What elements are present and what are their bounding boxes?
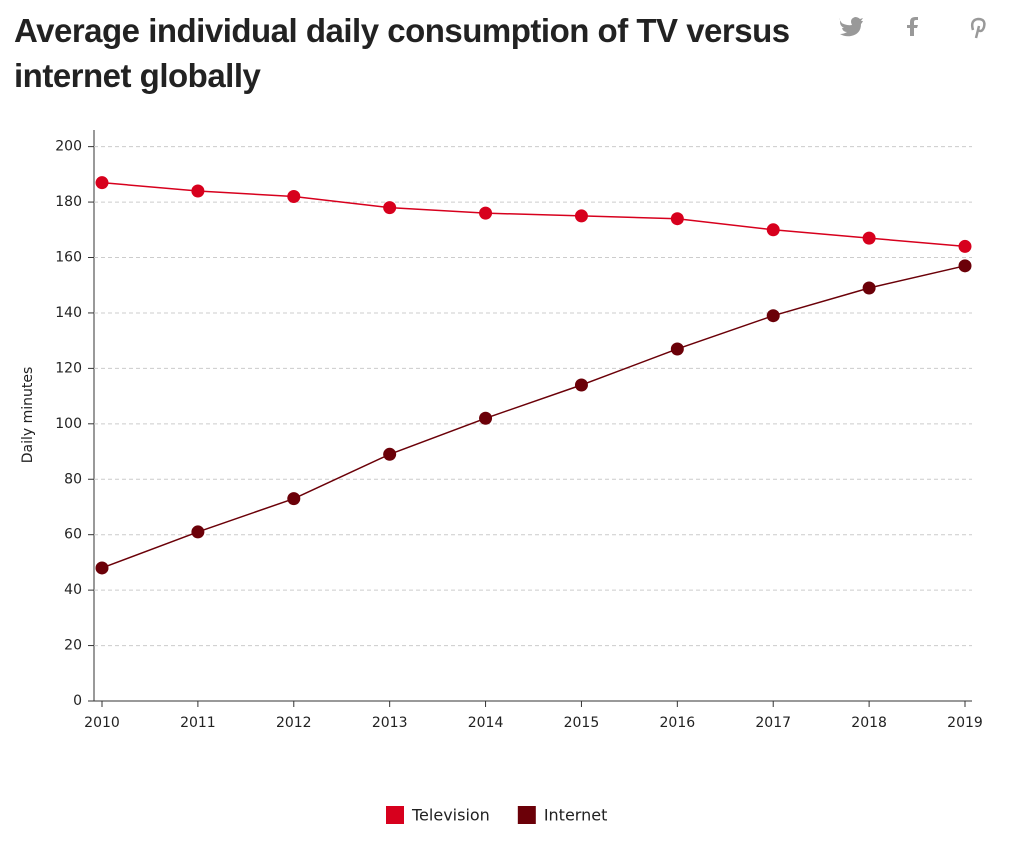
legend-label: Television: [411, 806, 490, 825]
data-point: [191, 184, 205, 198]
y-tick-label: 120: [55, 360, 82, 376]
x-tick-label: 2016: [660, 715, 696, 731]
share-pinterest[interactable]: [970, 17, 986, 39]
legend-label: Internet: [544, 806, 608, 825]
data-point: [287, 492, 301, 506]
data-point: [766, 309, 780, 323]
data-point: [766, 223, 780, 237]
data-point: [383, 447, 397, 461]
x-tick-label: 2011: [180, 715, 216, 731]
y-axis-label: Daily minutes: [20, 367, 36, 464]
x-tick-label: 2013: [372, 715, 408, 731]
data-point: [574, 378, 588, 392]
x-tick-label: 2010: [84, 715, 120, 731]
x-tick-label: 2018: [851, 715, 887, 731]
x-tick-label: 2012: [276, 715, 312, 731]
x-tick-label: 2014: [468, 715, 504, 731]
y-tick-label: 0: [73, 693, 82, 709]
data-point: [958, 259, 972, 273]
legend-swatch: [386, 806, 404, 824]
data-point: [479, 206, 493, 220]
y-tick-label: 100: [55, 416, 82, 432]
y-tick-label: 160: [55, 250, 82, 266]
share-facebook[interactable]: [907, 17, 918, 36]
x-tick-label: 2015: [564, 715, 600, 731]
y-tick-label: 60: [64, 527, 82, 543]
y-tick-label: 140: [55, 305, 82, 321]
y-tick-label: 20: [64, 638, 82, 654]
y-tick-label: 200: [55, 139, 82, 155]
series-line: [101, 265, 966, 569]
data-point: [670, 342, 684, 356]
x-tick-label: 2017: [755, 715, 791, 731]
data-point: [862, 231, 876, 245]
data-point: [95, 176, 109, 190]
x-tick-label: 2019: [947, 715, 983, 731]
data-point: [383, 201, 397, 215]
series-line: [101, 181, 966, 248]
chart-title: Average individual daily consumption of …: [14, 12, 790, 94]
y-tick-label: 40: [64, 582, 82, 598]
share-twitter[interactable]: [839, 17, 863, 37]
data-point: [287, 190, 301, 204]
data-point: [670, 212, 684, 226]
data-point: [191, 525, 205, 539]
data-point: [574, 209, 588, 223]
data-point: [862, 281, 876, 295]
data-point: [95, 561, 109, 575]
data-point: [479, 411, 493, 425]
y-tick-label: 80: [64, 471, 82, 487]
data-point: [958, 239, 972, 253]
y-tick-label: 180: [55, 194, 82, 210]
legend-swatch: [517, 806, 536, 824]
